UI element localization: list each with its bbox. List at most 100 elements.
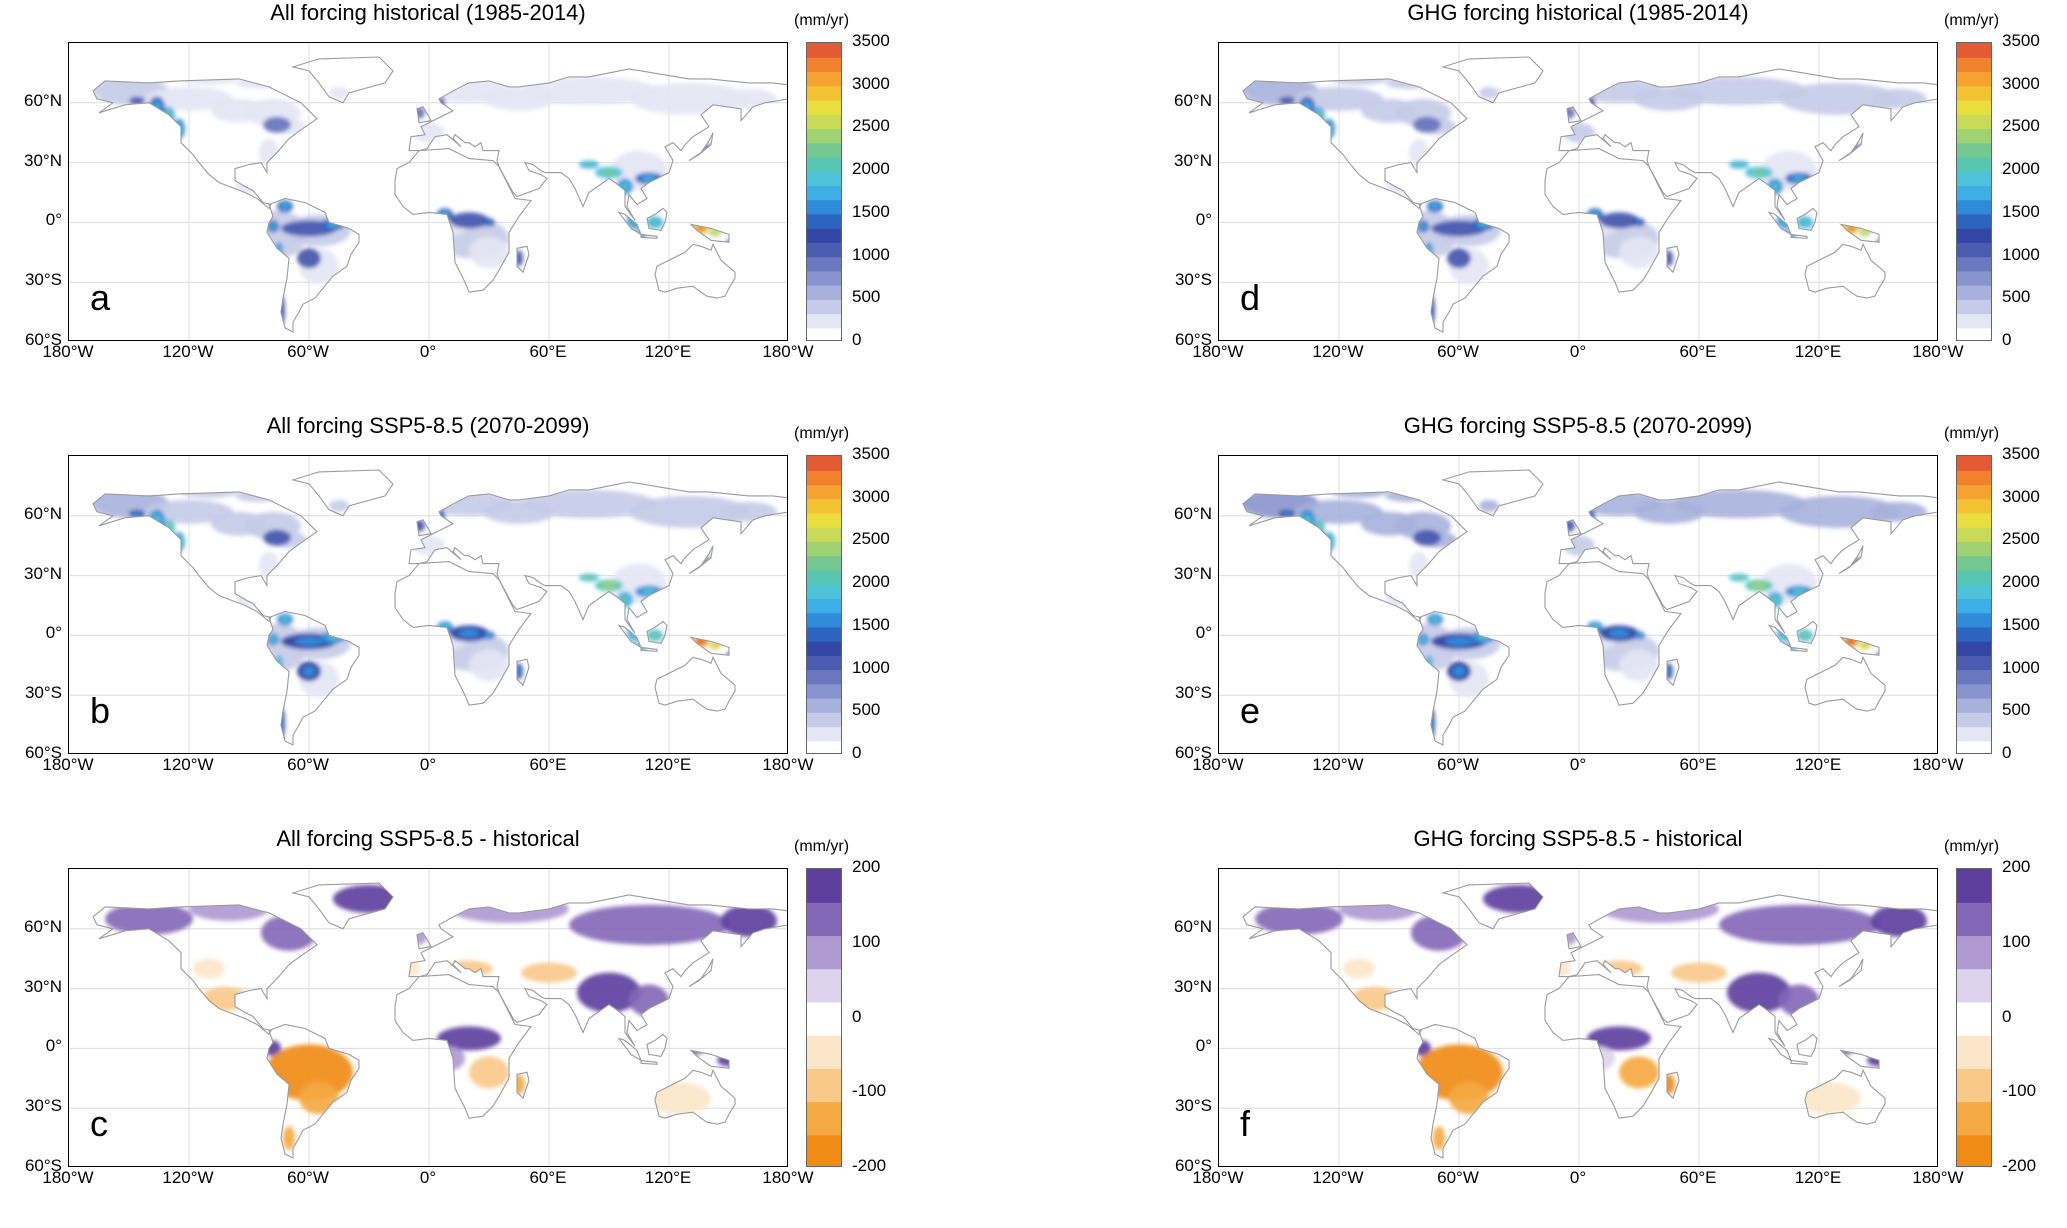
- map-b[interactable]: [68, 455, 788, 754]
- drying-region: [469, 1056, 509, 1089]
- colorbar-step: [807, 213, 841, 229]
- y-tick-label: 30°N: [1174, 150, 1212, 170]
- coastline: [1440, 882, 1544, 930]
- coastline: [1790, 646, 1808, 652]
- precip-peak: [1636, 220, 1642, 225]
- coastline: [1790, 1059, 1808, 1065]
- coastline: [516, 1071, 530, 1100]
- precip-peak: [1303, 514, 1311, 525]
- colorbar-step: [1957, 171, 1991, 186]
- coastline: [1767, 211, 1793, 236]
- coastline: [394, 561, 533, 706]
- precip-peak: [281, 203, 289, 210]
- x-tick-label: 180°W: [1912, 1168, 1964, 1187]
- colorbar-step: [1957, 1001, 1991, 1036]
- map-canvas: [69, 869, 787, 1166]
- map-c[interactable]: [68, 868, 788, 1167]
- coastline: [408, 68, 787, 221]
- x-tick-label: 120°W: [1312, 755, 1364, 774]
- precip-peak: [1792, 588, 1806, 595]
- precip-peak: [584, 575, 594, 580]
- colorbar-tick: 0: [2002, 330, 2012, 349]
- coastline: [640, 646, 658, 652]
- precip-peak: [621, 595, 629, 604]
- colorbar-step: [1957, 569, 1991, 585]
- precip-peak: [1752, 169, 1766, 176]
- precip-peak: [1917, 309, 1921, 316]
- x-tick-label: 60°E: [529, 342, 567, 361]
- panel-b: All forcing SSP5-8.5 (2070-2099) b 60°N 30°…: [0, 413, 1030, 815]
- precip-peak: [1826, 208, 1832, 217]
- coastline: [1566, 106, 1582, 124]
- precip-peak: [642, 588, 656, 595]
- colorbar-step: [1957, 498, 1991, 514]
- colorbar-step: [1957, 935, 1991, 970]
- colorbar-tick: 2500: [2002, 529, 2040, 549]
- colorbar-tick: -100: [852, 1081, 887, 1101]
- colorbar-step: [807, 1134, 841, 1166]
- colorbar-step: [807, 327, 841, 340]
- x-tick-label: 60°E: [1679, 755, 1717, 774]
- coastline: [1838, 545, 1864, 575]
- map-e[interactable]: [1218, 455, 1938, 754]
- coastline: [1796, 207, 1818, 232]
- colorbar-step: [807, 171, 841, 186]
- x-tick-label: 0°: [1569, 342, 1587, 361]
- colorbar-tick: 2500: [2002, 116, 2040, 136]
- coastline: [1416, 1023, 1510, 1159]
- precip-region: [235, 489, 283, 502]
- colorbar-step: [1957, 228, 1991, 243]
- coastline: [688, 958, 714, 988]
- colorbar-step: [1957, 242, 1991, 258]
- coastline: [266, 197, 360, 333]
- coastline: [1666, 1071, 1680, 1100]
- map-a[interactable]: [68, 42, 788, 341]
- drying-region: [647, 1082, 711, 1115]
- precip-field: [93, 485, 777, 740]
- precip-peak: [1303, 101, 1311, 112]
- precip-peak: [270, 223, 276, 230]
- map-f[interactable]: [1218, 868, 1938, 1167]
- precip-core: [263, 116, 291, 133]
- colorbar-unit: (mm/yr): [1944, 12, 2000, 29]
- precip-region: [1295, 86, 1383, 111]
- colorbar-step: [807, 641, 841, 656]
- colorbar-tick: 1000: [2002, 244, 2040, 264]
- coastline: [689, 636, 730, 656]
- map-canvas: [1219, 869, 1937, 1166]
- precip-peak: [281, 616, 289, 623]
- colorbar-unit: (mm/yr): [794, 12, 850, 29]
- colorbar-tick: 1500: [852, 614, 890, 634]
- y-tick-label: 60°N: [24, 90, 62, 110]
- x-tick-label: 180°W: [1192, 1168, 1244, 1187]
- colorbar-step: [1957, 612, 1991, 628]
- precip-peak: [584, 162, 594, 167]
- map-canvas: [69, 43, 787, 340]
- colorbar-step: [1957, 1101, 1991, 1136]
- y-tick-label: 30°S: [1174, 1096, 1212, 1116]
- coastline: [290, 469, 394, 517]
- colorbar-step: [1957, 128, 1991, 144]
- coastline: [654, 1068, 736, 1125]
- colorbar-tick: 3500: [2002, 444, 2040, 463]
- colorbar-tick: 1000: [852, 657, 890, 677]
- colorbar-step: [1957, 213, 1991, 229]
- coastline: [1796, 1033, 1818, 1058]
- precip-peak: [1862, 230, 1868, 235]
- coastline: [516, 245, 530, 274]
- x-tick-label: 60°W: [287, 342, 329, 361]
- colorbar-tick: 100: [2002, 931, 2031, 951]
- colorbar-step: [807, 199, 841, 215]
- map-d[interactable]: [1218, 42, 1938, 341]
- colorbar-step: [807, 114, 841, 130]
- precip-core: [1413, 529, 1441, 546]
- colorbar-step: [1957, 43, 1991, 58]
- colorbar-tick: 200: [852, 857, 881, 876]
- colorbar-step: [807, 612, 841, 628]
- coastline: [617, 1037, 643, 1062]
- coastline: [654, 242, 736, 299]
- precip-core: [1279, 96, 1295, 105]
- colorbar-tick: -100: [2002, 1081, 2037, 1101]
- coastline: [1839, 1049, 1880, 1069]
- colorbar-tick: 2500: [852, 116, 890, 136]
